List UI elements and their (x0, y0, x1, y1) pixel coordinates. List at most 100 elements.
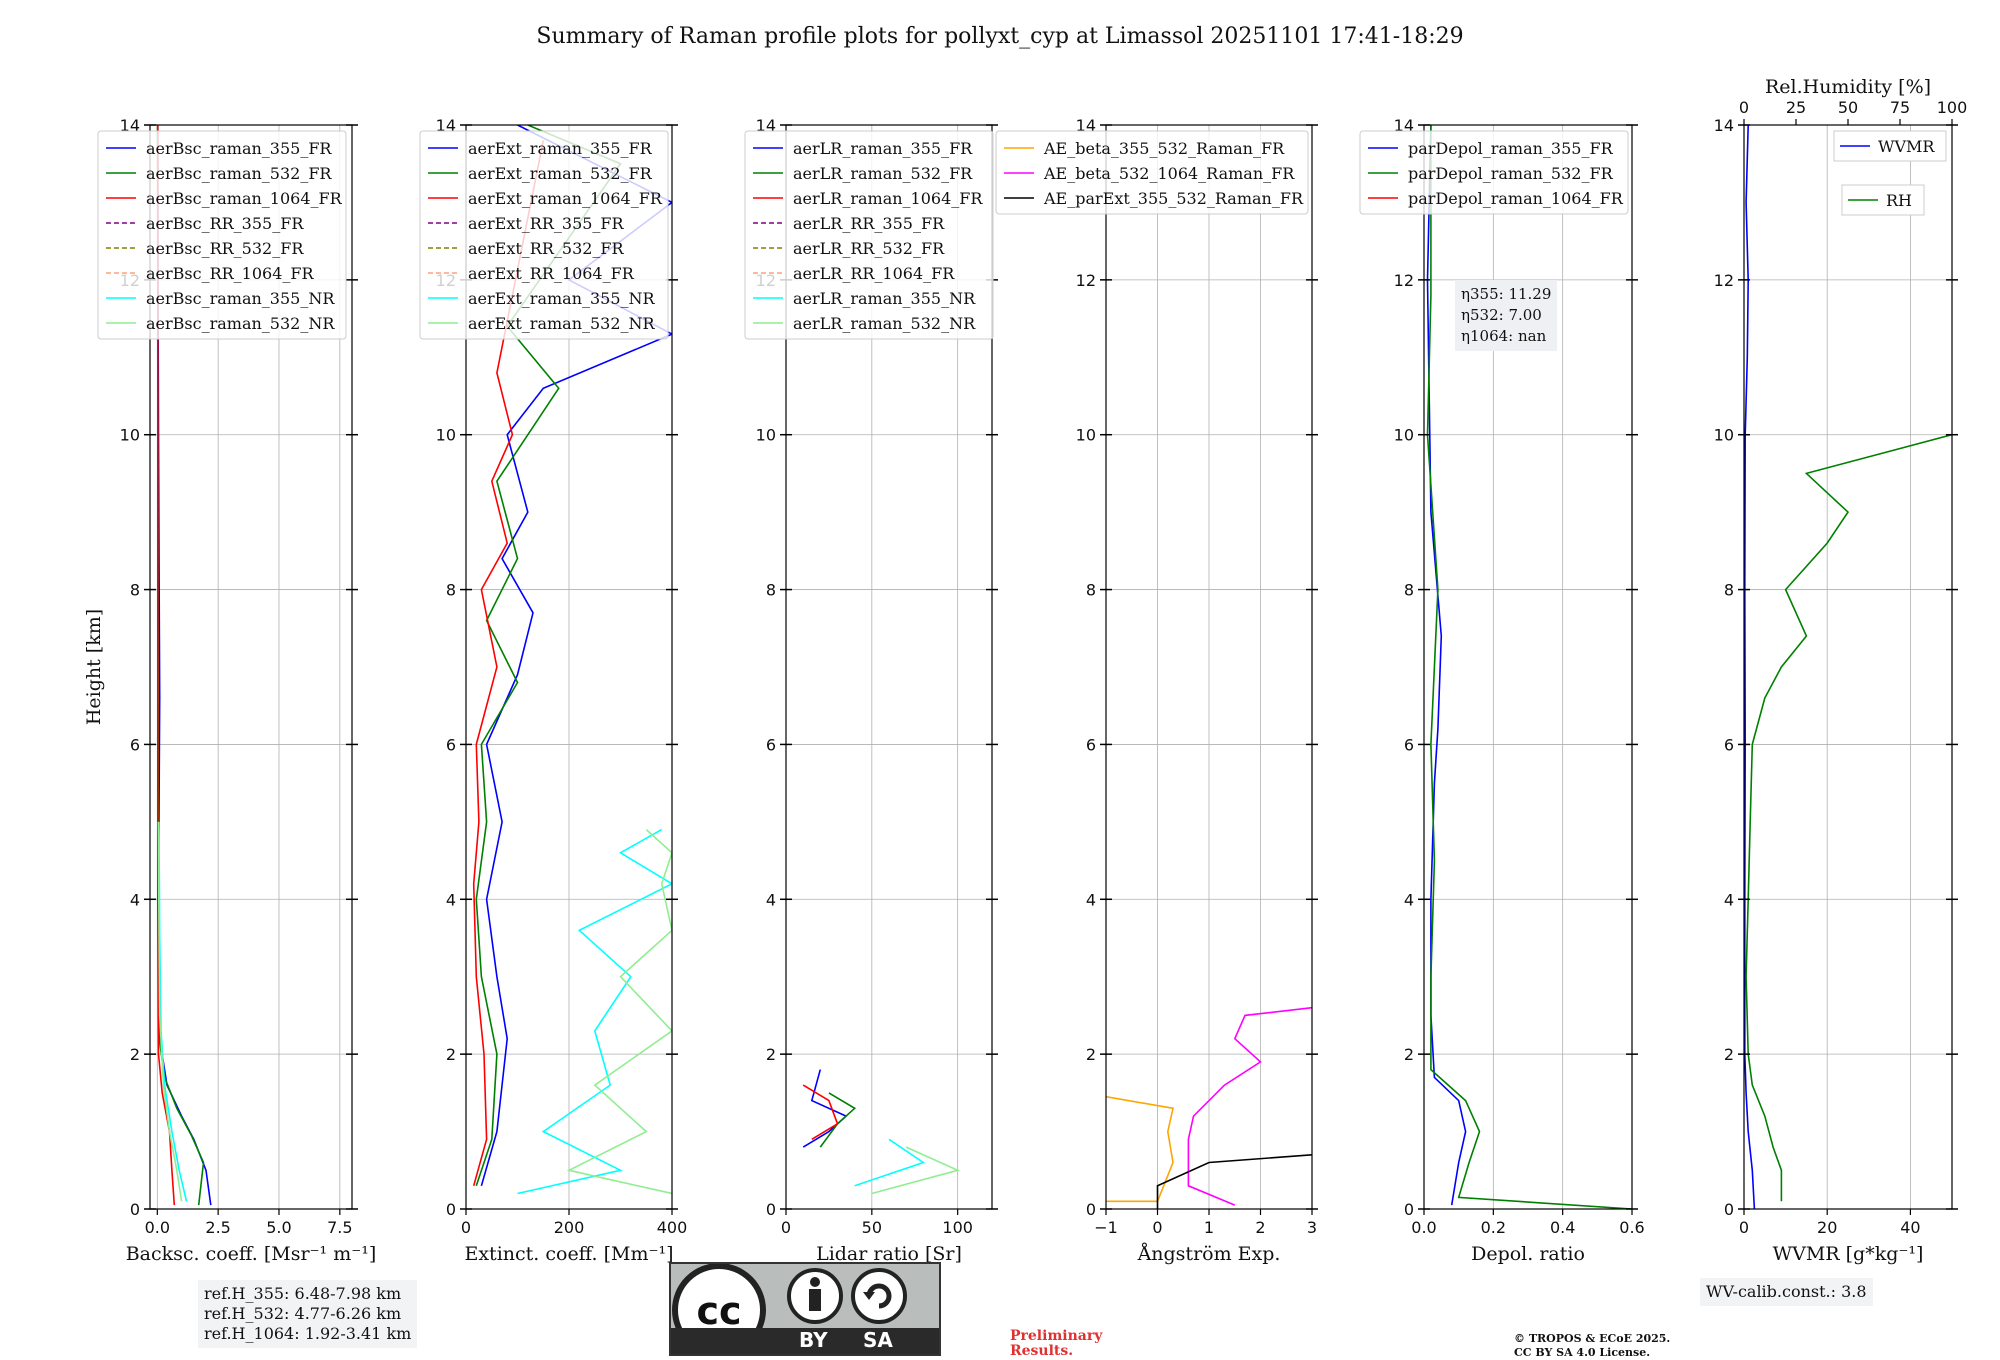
y-tick-label: 8 (1086, 581, 1096, 600)
series-group (156, 125, 212, 1206)
top-x-axis-label: Rel.Humidity [%] (1765, 76, 1931, 98)
x-tick-label: 20 (1817, 1218, 1837, 1237)
y-tick-label: 0 (130, 1200, 140, 1219)
legend-label: aerBsc_RR_532_FR (146, 239, 304, 258)
chart-panel-wv: 0 2 4 6 8 10 12 14 0 20 40 WVMR [g*kg⁻¹] 0 25 50 75 100 R… (1714, 76, 1968, 1265)
legend-label: parDepol_raman_532_FR (1408, 164, 1614, 183)
legend-box (1359, 130, 1629, 215)
y-tick-label: 8 (446, 581, 456, 600)
y-tick-label: 14 (120, 116, 140, 135)
legend-label: aerLR_RR_532_FR (793, 239, 945, 258)
plot-frame (149, 124, 353, 1210)
ref-height-355: ref.H_355: 6.48-7.98 km (204, 1284, 402, 1303)
series-line-aerLR_raman_355_NR (854, 1138, 926, 1187)
legend-label: aerExt_raman_355_NR (468, 289, 656, 308)
series-line-AE_beta_532_1064_Raman_FR (1187, 1006, 1312, 1206)
preliminary-line-1: Preliminary (1010, 1328, 1103, 1344)
figure-title: Summary of Raman profile plots for polly… (536, 24, 1463, 49)
y-tick-label: 6 (446, 735, 456, 754)
chart-panel-extinction: 024681012140200400Extinct. coeff. [Mm⁻¹]… (419, 116, 688, 1265)
y-tick-label: 10 (120, 426, 140, 445)
sa-share-icon (851, 1268, 907, 1324)
y-tick-label: 12 (1714, 271, 1734, 290)
y-tick-label: 6 (1404, 735, 1414, 754)
y-tick-label: 0 (1404, 1200, 1414, 1219)
series-line-aerLR_raman_532_FR (819, 1092, 857, 1148)
series-line-aerLR_raman_532_NR (871, 1146, 961, 1195)
x-axis-label: Extinct. coeff. [Mm⁻¹] (464, 1243, 673, 1265)
legend-label: aerBsc_RR_355_FR (146, 214, 304, 233)
y-tick-label: 8 (766, 581, 776, 600)
y-tick-label: 10 (436, 426, 456, 445)
legend-box (97, 130, 347, 340)
x-tick-label: 0.6 (1619, 1218, 1644, 1237)
by-label: BY (799, 1328, 828, 1352)
y-tick-label: 14 (1394, 116, 1414, 135)
preliminary-note: Preliminary Results. (1010, 1329, 1102, 1359)
legend-label: AE_parExt_355_532_Raman_FR (1043, 189, 1304, 208)
legend-label: aerLR_raman_532_FR (793, 164, 973, 183)
top-x-tick-label: 50 (1838, 98, 1858, 117)
y-tick-label: 4 (446, 890, 456, 909)
legend: parDepol_raman_355_FR parDepol_raman_532_… (1359, 130, 1629, 215)
x-tick-label: 1 (1204, 1218, 1214, 1237)
y-tick-label: 14 (1076, 116, 1096, 135)
legend-label: RH (1886, 191, 1912, 210)
legend-label: WVMR (1878, 137, 1935, 156)
x-axis-label: WVMR [g*kg⁻¹] (1773, 1243, 1924, 1265)
plot-frame (1423, 124, 1633, 1210)
legend-label: aerExt_RR_355_FR (468, 214, 625, 233)
eta-1064: η1064: nan (1461, 327, 1547, 345)
y-tick-label: 14 (436, 116, 456, 135)
legend-box (419, 130, 669, 340)
y-tick-label: 6 (1724, 735, 1734, 754)
x-tick-label: 0.4 (1550, 1218, 1575, 1237)
y-tick-label: 2 (446, 1045, 456, 1064)
x-axis-label: Depol. ratio (1471, 1243, 1585, 1265)
eta-355: η355: 11.29 (1461, 285, 1552, 303)
legend-label: AE_beta_355_532_Raman_FR (1043, 139, 1285, 158)
y-axis-label: Height [km] (83, 609, 105, 725)
y-tick-label: 14 (756, 116, 776, 135)
x-tick-label: 5.0 (266, 1218, 291, 1237)
legend: aerLR_raman_355_FR aerLR_raman_532_FR aerL… (744, 130, 994, 340)
legend-box (744, 130, 994, 340)
legend-label: aerExt_RR_1064_FR (468, 264, 635, 283)
legend-label: AE_beta_532_1064_Raman_FR (1043, 164, 1295, 183)
series-line-AE_parExt_355_532_Raman_FR (1156, 1154, 1312, 1209)
legend-label: aerExt_raman_1064_FR (468, 189, 663, 208)
series-group (1106, 1006, 1312, 1209)
x-tick-label: 2 (1255, 1218, 1265, 1237)
x-tick-label: 0 (1152, 1218, 1162, 1237)
y-tick-label: 10 (756, 426, 776, 445)
cc-circle-icon (672, 1264, 766, 1328)
y-tick-label: 2 (766, 1045, 776, 1064)
series-line-aerExt_raman_355_NR (517, 828, 672, 1195)
x-tick-label: 400 (657, 1218, 688, 1237)
legend-label: aerLR_raman_1064_FR (793, 189, 983, 208)
y-tick-label: 6 (1086, 735, 1096, 754)
x-tick-label: 0 (461, 1218, 471, 1237)
ref-height-1064: ref.H_1064: 1.92-3.41 km (204, 1324, 412, 1343)
series-line-aerExt_raman_532_FR (475, 125, 622, 1187)
legend-label: aerLR_raman_532_NR (793, 314, 976, 333)
copyright-line-1: © TROPOS & ECoE 2025. (1514, 1332, 1671, 1345)
y-tick-label: 4 (1724, 890, 1734, 909)
series-line-aerBsc_raman_532_NR (157, 821, 183, 1202)
x-tick-label: 3 (1307, 1218, 1317, 1237)
series-line-AE_beta_355_532_Raman_FR (1106, 1095, 1174, 1203)
cc-text: cc (696, 1289, 741, 1328)
y-tick-label: 2 (130, 1045, 140, 1064)
legend-label: parDepol_raman_355_FR (1408, 139, 1614, 158)
legend-box (995, 130, 1309, 215)
y-tick-label: 4 (1404, 890, 1414, 909)
top-x-tick-label: 25 (1786, 98, 1806, 117)
chart-panel-lidar_ratio: 02468101214050100Lidar ratio [Sr]aerLR_r… (744, 116, 998, 1265)
legend: WVMR RH (1833, 130, 1947, 216)
legend-label: aerBsc_raman_532_FR (146, 164, 332, 183)
x-axis-label: Lidar ratio [Sr] (816, 1243, 962, 1265)
y-tick-label: 4 (1086, 890, 1096, 909)
y-tick-label: 14 (1714, 116, 1734, 135)
